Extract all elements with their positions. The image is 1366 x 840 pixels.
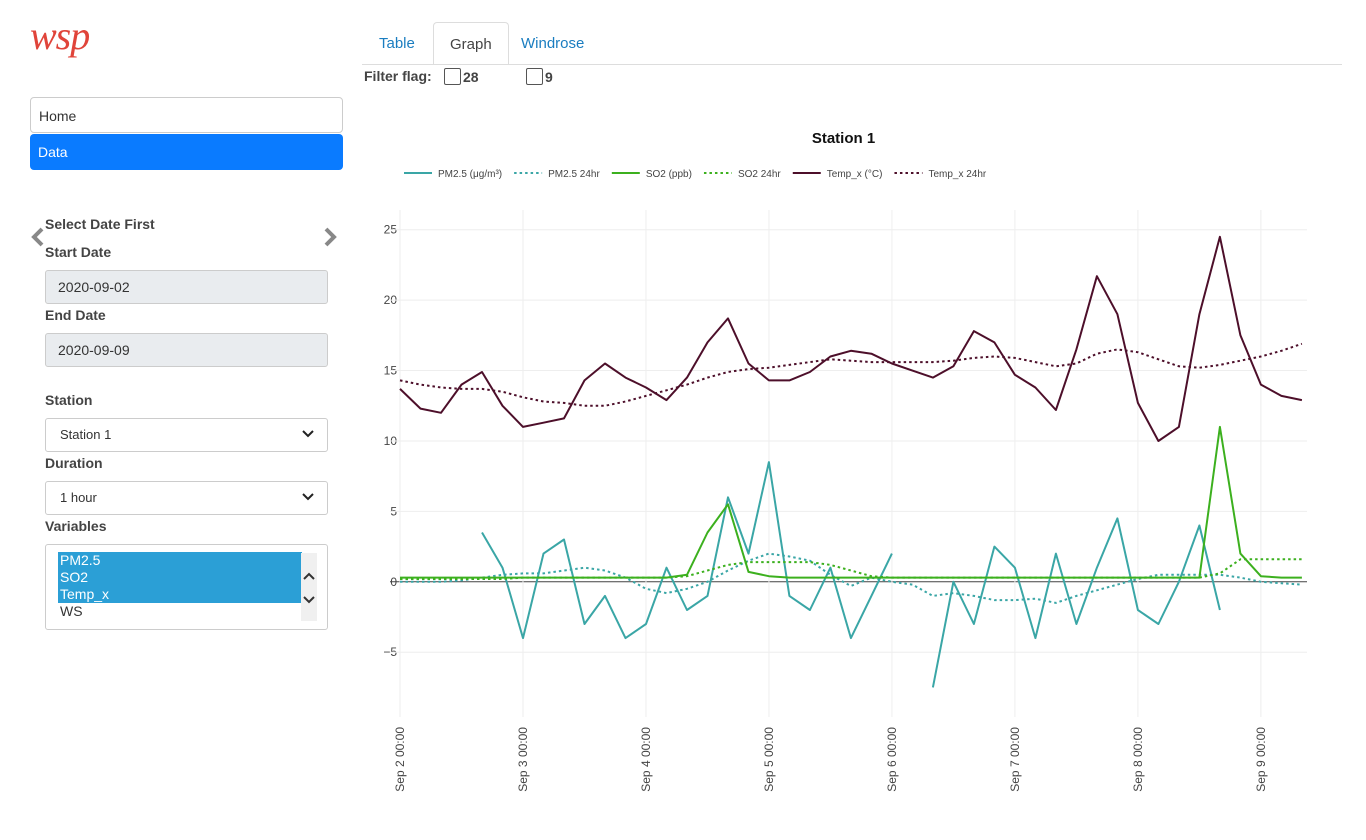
x-tick-label: Sep 6 00:00 [885, 727, 899, 792]
filter-option-label: 9 [545, 69, 553, 85]
series-line [400, 552, 1302, 604]
duration-label: Duration [45, 455, 103, 471]
x-tick-label: Sep 7 00:00 [1008, 727, 1022, 792]
chart-title: Station 1 [812, 130, 875, 147]
nav-data[interactable]: Data [30, 134, 343, 170]
variables-list[interactable]: PM2.5 SO2 Temp_x WS [45, 544, 328, 630]
prev-arrow[interactable] [28, 226, 48, 248]
series-line [481, 461, 1221, 688]
tab-table[interactable]: Table [379, 35, 415, 52]
start-label: Start Date [45, 244, 112, 260]
checkbox[interactable] [444, 68, 461, 85]
x-tick-label: Sep 4 00:00 [639, 727, 653, 792]
legend-label: Temp_x (°C) [827, 169, 883, 180]
x-tick-label: Sep 8 00:00 [1131, 727, 1145, 792]
end-label: End Date [45, 307, 106, 323]
variable-option[interactable]: SO2 [58, 569, 302, 586]
legend-label: PM2.5 24hr [548, 169, 600, 180]
variables-label: Variables [45, 518, 107, 534]
start-date[interactable]: 2020-09-02 [45, 270, 328, 304]
chevron [302, 430, 314, 438]
form-heading: Select Date First [45, 216, 155, 232]
end-value: 2020-09-09 [58, 342, 130, 358]
series-line [400, 558, 1302, 580]
legend-label: SO2 (ppb) [646, 169, 692, 180]
station-label: Station [45, 392, 93, 408]
scrollbar [301, 553, 317, 621]
checkbox[interactable] [526, 68, 543, 85]
legend-label: Temp_x 24hr [928, 169, 986, 180]
filter-option[interactable]: 28 [444, 68, 479, 85]
x-tick-label: Sep 9 00:00 [1254, 727, 1268, 792]
series-line [400, 425, 1302, 579]
tab-windrose[interactable]: Windrose [521, 35, 585, 52]
variable-option[interactable]: PM2.5 [58, 552, 302, 569]
series-line [399, 342, 1303, 407]
station-select[interactable]: Station 1 [45, 418, 328, 452]
next-arrow[interactable] [320, 226, 340, 248]
tab-underline [362, 64, 1342, 65]
variable-option[interactable]: WS [60, 603, 83, 619]
x-tick-label: Sep 3 00:00 [516, 727, 530, 792]
duration-value: 1 hour [60, 490, 97, 505]
x-tick-label: Sep 5 00:00 [762, 727, 776, 792]
tab-graph[interactable]: Graph [433, 22, 509, 65]
scroll-arrows [303, 572, 315, 604]
variable-option[interactable]: Temp_x [58, 586, 302, 603]
legend-label: PM2.5 (μg/m³) [438, 169, 502, 180]
logo: wsp [30, 13, 90, 58]
legend-label: SO2 24hr [738, 169, 781, 180]
end-date[interactable]: 2020-09-09 [45, 333, 328, 367]
filter-option-label: 28 [463, 69, 479, 85]
duration-select[interactable]: 1 hour [45, 481, 328, 515]
chevron [302, 493, 314, 501]
station-value: Station 1 [60, 427, 112, 442]
series-line [399, 235, 1303, 442]
filter-label: Filter flag: [364, 68, 432, 84]
start-value: 2020-09-02 [58, 279, 130, 295]
filter-option[interactable]: 9 [526, 68, 553, 85]
x-tick-label: Sep 2 00:00 [393, 727, 407, 792]
nav-home[interactable]: Home [30, 97, 343, 133]
